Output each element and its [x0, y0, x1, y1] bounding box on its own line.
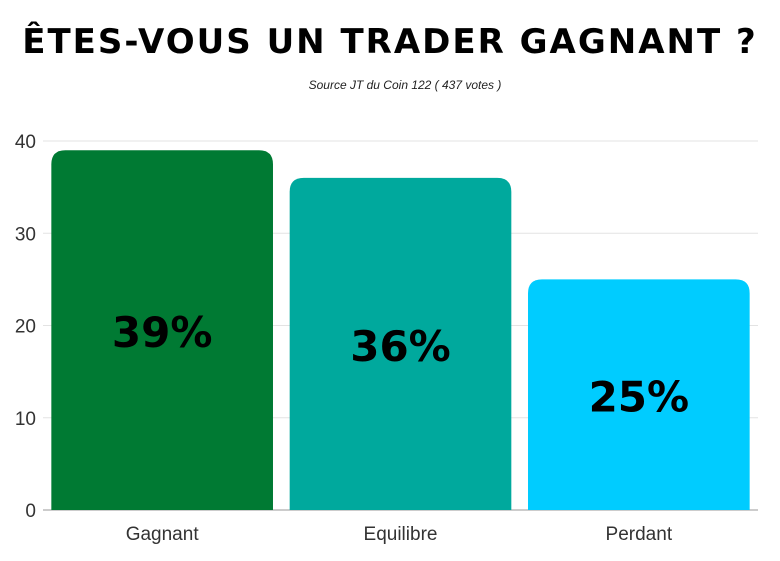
y-tick-label: 20	[15, 317, 36, 338]
y-tick-label: 40	[15, 132, 36, 153]
chart-subtitle: Source JT du Coin 122 ( 437 votes )	[308, 78, 502, 92]
y-tick-label: 30	[15, 224, 36, 245]
bars	[51, 150, 750, 510]
y-axis-ticks: 0 10 20 30 40	[15, 132, 36, 522]
bar-gagnant	[51, 150, 273, 510]
data-label: 25%	[589, 373, 690, 422]
data-labels: 39% 36% 25%	[112, 308, 689, 422]
bar-perdant	[528, 279, 750, 510]
x-tick-label: Perdant	[606, 524, 673, 545]
x-tick-label: Equilibre	[364, 524, 438, 545]
y-tick-label: 0	[25, 501, 36, 522]
data-label: 36%	[350, 322, 451, 371]
y-tick-label: 10	[15, 409, 36, 430]
data-label: 39%	[112, 308, 213, 357]
chart-title: ÊTES-VOUS UN TRADER GAGNANT ?	[22, 22, 758, 62]
bar-equilibre	[289, 177, 512, 510]
x-axis-ticks: Gagnant Equilibre Perdant	[126, 524, 673, 545]
x-tick-label: Gagnant	[126, 524, 200, 545]
